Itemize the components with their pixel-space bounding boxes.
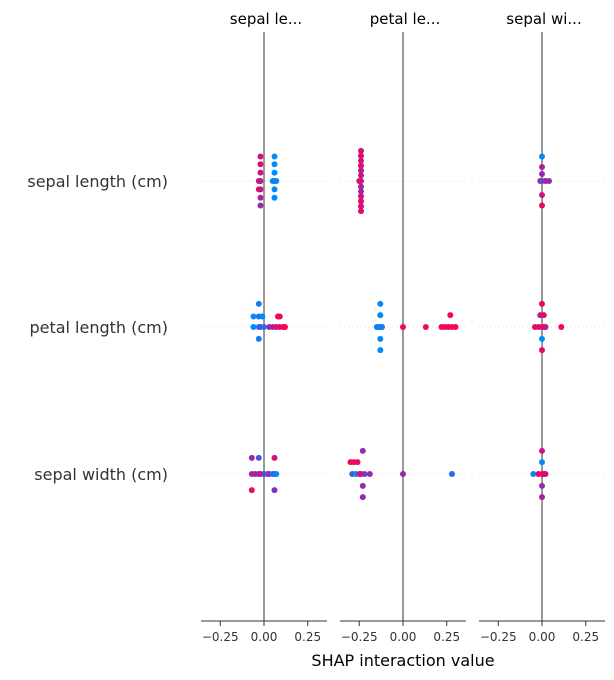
point-2-1-2: [540, 312, 547, 319]
panel-1: petal le... −0.25 0.00 0.25: [340, 10, 466, 644]
x-tick-label-0-1: 0.00: [251, 630, 278, 644]
point-1-1-1: [377, 312, 384, 319]
point-0-2-0: [248, 454, 255, 461]
point-2-1-7: [542, 324, 549, 330]
point-2-0-0: [539, 153, 545, 160]
point-0-0-12: [257, 186, 264, 193]
point-2-2-7: [539, 482, 545, 489]
point-1-0-4: [358, 167, 364, 174]
point-0-1-6: [250, 324, 257, 330]
point-2-2-1: [539, 459, 545, 466]
point-0-0-3: [271, 161, 278, 168]
point-0-1-1: [250, 313, 257, 320]
row-label-2: sepal width (cm): [34, 465, 168, 484]
point-2-1-10: [539, 347, 545, 354]
point-0-0-1: [271, 153, 278, 160]
point-0-2-12: [273, 471, 280, 477]
point-0-2-13: [248, 487, 255, 494]
point-1-1-6: [379, 324, 385, 330]
point-1-1-0: [377, 300, 384, 307]
point-1-1-14: [377, 335, 384, 342]
panel-2: sepal wi... −0.25 0.00 0.25: [479, 10, 605, 644]
point-1-0-9: [358, 188, 364, 195]
point-1-0-0: [358, 147, 364, 154]
panels: sepal le... −0.25 0.00 0.25 petal le... −0.25…: [201, 10, 605, 644]
point-0-1-5: [276, 313, 283, 320]
point-2-2-6: [542, 471, 549, 477]
point-0-1-3: [259, 313, 266, 320]
point-1-0-2: [358, 157, 364, 164]
point-0-1-9: [261, 324, 267, 330]
point-1-2-8: [361, 471, 368, 477]
column-title-2: sepal wi...: [506, 10, 581, 28]
column-title-0: sepal le...: [230, 10, 302, 28]
point-0-1-15: [282, 324, 288, 330]
column-title-1: petal le...: [370, 10, 440, 28]
point-1-0-12: [358, 203, 364, 210]
point-1-2-9: [366, 471, 373, 477]
point-1-2-10: [400, 471, 406, 477]
point-1-1-15: [377, 347, 384, 354]
point-0-0-5: [271, 169, 278, 176]
row-label-0: sepal length (cm): [27, 172, 168, 191]
point-0-0-4: [257, 169, 264, 176]
point-2-1-9: [539, 335, 545, 342]
x-tick-label-2-0: −0.25: [480, 630, 517, 644]
point-1-2-0: [359, 447, 366, 454]
point-2-2-0: [539, 447, 545, 454]
point-1-0-5: [358, 172, 364, 179]
point-2-2-2: [530, 471, 537, 477]
point-1-0-10: [358, 193, 364, 200]
point-1-1-7: [400, 324, 406, 330]
point-1-1-8: [422, 324, 429, 330]
point-1-1-13: [452, 324, 459, 330]
point-2-0-1: [539, 164, 545, 170]
point-0-0-10: [273, 178, 280, 184]
point-1-2-12: [359, 482, 366, 489]
point-0-0-13: [271, 186, 278, 193]
point-0-0-2: [257, 161, 264, 168]
point-2-0-8: [539, 202, 545, 209]
point-1-0-13: [358, 208, 364, 215]
x-tick-label-1-2: 0.25: [433, 630, 460, 644]
point-1-1-2: [447, 312, 454, 319]
point-0-1-0: [255, 300, 262, 307]
x-tick-label-2-2: 0.25: [572, 630, 599, 644]
row-labels: sepal length (cm) petal length (cm) sepal …: [27, 172, 168, 484]
point-0-0-0: [257, 153, 264, 160]
x-tick-label-2-1: 0.00: [529, 630, 556, 644]
point-1-2-3: [354, 459, 361, 466]
x-tick-label-1-1: 0.00: [390, 630, 417, 644]
point-0-2-14: [271, 487, 278, 494]
point-1-0-1: [358, 152, 364, 159]
point-2-0-6: [546, 178, 552, 184]
point-2-0-7: [539, 192, 545, 198]
point-2-2-8: [539, 494, 545, 501]
point-1-2-11: [449, 471, 455, 477]
point-1-0-7: [358, 178, 364, 184]
x-tick-label-0-2: 0.25: [294, 630, 321, 644]
point-1-2-13: [359, 494, 366, 501]
point-0-2-1: [255, 454, 262, 461]
x-tick-label-1-0: −0.25: [341, 630, 378, 644]
point-0-2-2: [271, 454, 278, 461]
point-0-0-16: [257, 202, 264, 209]
point-0-0-7: [257, 178, 264, 184]
point-0-1-16: [255, 335, 262, 342]
x-axis-title: SHAP interaction value: [311, 651, 494, 670]
point-0-0-14: [257, 194, 264, 201]
point-1-0-3: [358, 162, 364, 169]
point-1-0-8: [358, 183, 364, 190]
point-1-0-11: [358, 198, 364, 205]
point-2-1-8: [558, 324, 565, 330]
x-tick-label-0-0: −0.25: [202, 630, 239, 644]
point-0-0-15: [271, 194, 278, 201]
panel-0: sepal le... −0.25 0.00 0.25: [201, 10, 327, 644]
point-2-1-0: [539, 300, 545, 307]
point-2-0-2: [539, 171, 545, 177]
row-label-1: petal length (cm): [29, 318, 168, 337]
